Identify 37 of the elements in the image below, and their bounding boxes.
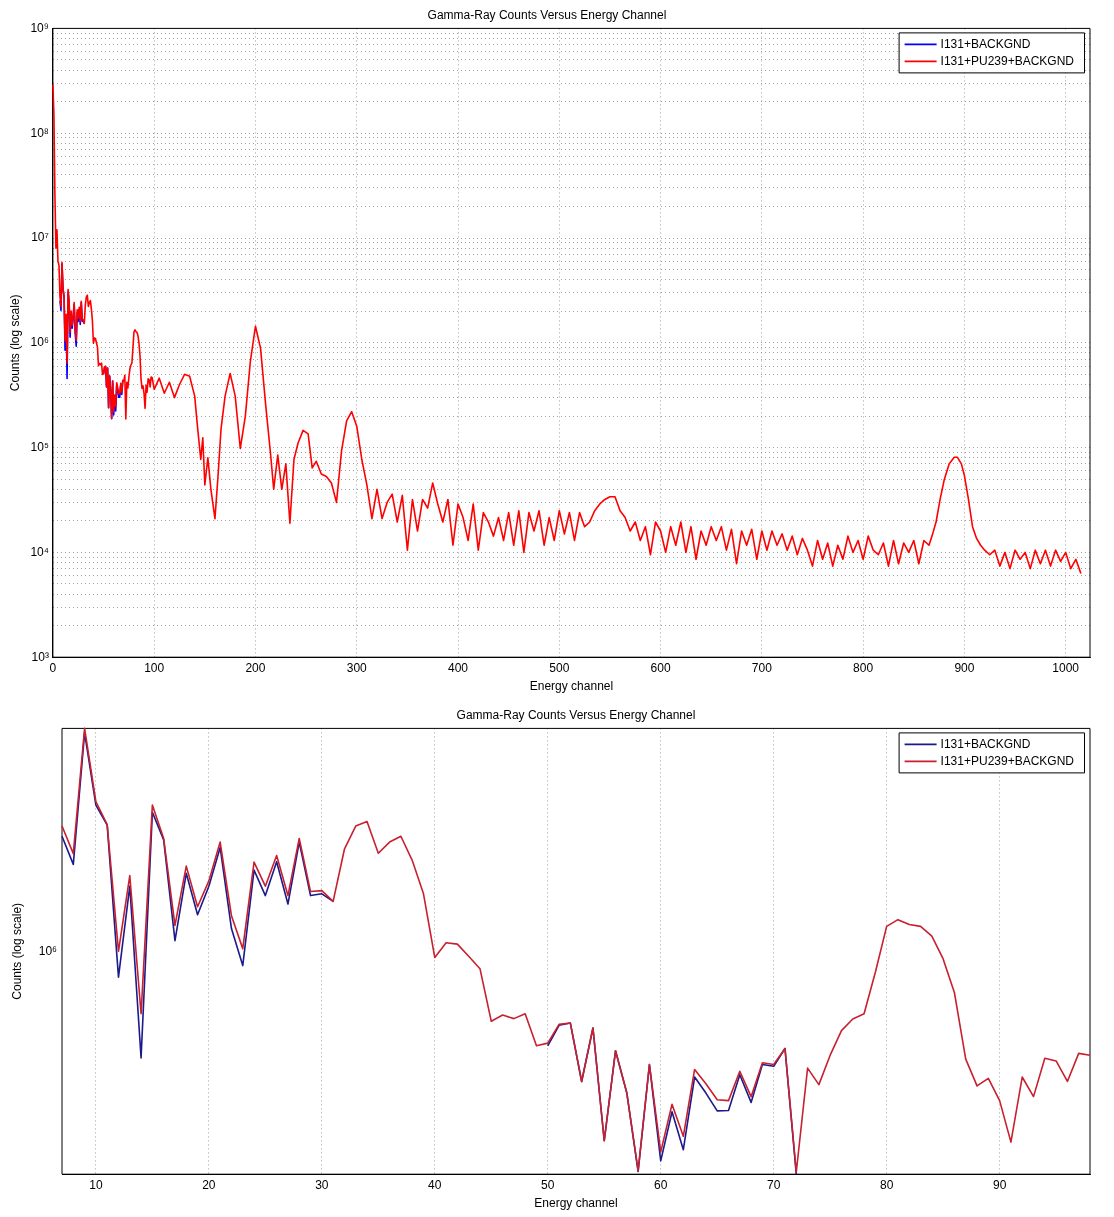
y-tick-label: 10³ <box>31 649 49 664</box>
x-tick-label: 0 <box>49 660 57 675</box>
y-tick-label: 10⁷ <box>31 230 49 245</box>
x-tick-label: 70 <box>767 1177 781 1192</box>
y-axis-title: Counts (log scale) <box>7 294 22 392</box>
x-tick-label: 30 <box>315 1177 329 1192</box>
x-tick-label: 800 <box>853 660 874 675</box>
x-tick-label: 400 <box>448 660 469 675</box>
y-tick-label: 10⁵ <box>30 439 49 454</box>
x-tick-label: 700 <box>751 660 773 675</box>
x-tick-label: 300 <box>346 660 368 675</box>
x-tick-label: 10 <box>89 1177 103 1192</box>
x-axis-title: Energy channel <box>529 679 614 694</box>
y-tick-label: 10⁴ <box>30 544 49 559</box>
legend-label: I131+PU239+BACKGND <box>940 53 1075 68</box>
y-tick-label: 10⁸ <box>30 125 49 140</box>
legend-label: I131+BACKGND <box>940 36 1031 51</box>
x-tick-label: 200 <box>245 660 266 675</box>
x-tick-label: 50 <box>541 1177 555 1192</box>
x-tick-label: 80 <box>879 1177 894 1192</box>
x-axis-title: Energy channel <box>534 1196 618 1211</box>
y-tick-label: 10⁶ <box>30 335 49 350</box>
x-tick-label: 90 <box>992 1177 1007 1192</box>
x-tick-label: 600 <box>650 660 671 675</box>
x-tick-label: 20 <box>202 1177 216 1192</box>
legend-label: I131+BACKGND <box>940 736 1031 751</box>
x-tick-label: 60 <box>654 1177 668 1192</box>
x-tick-label: 500 <box>549 660 570 675</box>
x-tick-label: 900 <box>954 660 975 675</box>
x-tick-label: 40 <box>428 1177 442 1192</box>
chart-title: Gamma-Ray Counts Versus Energy Channel <box>456 707 696 722</box>
chart-title: Gamma-Ray Counts Versus Energy Channel <box>427 7 667 22</box>
y-axis-title: Counts (log scale) <box>10 902 25 1000</box>
legend-label: I131+PU239+BACKGND <box>940 753 1075 768</box>
y-tick-label: 10⁹ <box>30 20 49 35</box>
x-tick-label: 1000 <box>1052 660 1080 675</box>
x-tick-label: 100 <box>144 660 165 675</box>
